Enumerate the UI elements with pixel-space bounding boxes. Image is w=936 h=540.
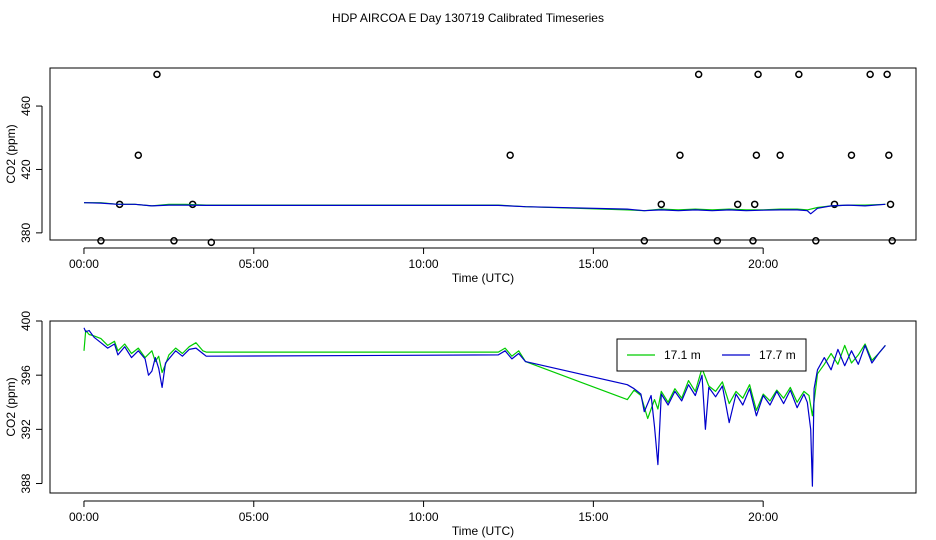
top-data-point (830, 200, 839, 209)
top-plot-frame (49, 67, 917, 241)
top-axes: 00:00 05:00 10:00 15:00 20:00 380 420 460 (19, 96, 779, 271)
top-data-point (97, 237, 105, 245)
top-data-point (713, 237, 722, 245)
top-y-axis-label: CO2 (ppm) (4, 124, 18, 183)
series-line-17-7-m (83, 327, 886, 487)
top-x-tick-label: 10:00 (409, 257, 439, 271)
top-data-point (750, 200, 759, 209)
top-data-point (754, 70, 762, 79)
top-data-point (776, 151, 784, 159)
top-data-point (153, 70, 161, 79)
top-data-point (886, 200, 895, 209)
bottom-plot-frame (49, 320, 917, 494)
top-data-point (134, 151, 143, 159)
top-y-tick-label: 380 (19, 223, 33, 243)
top-data-point (506, 151, 514, 159)
panel-top: 00:00 05:00 10:00 15:00 20:00 380 420 460 Time … (4, 67, 917, 285)
bottom-axes: 00:00 05:00 10:00 15:00 20:00 388 392 396 400 (19, 311, 779, 524)
bottom-x-tick-label: 20:00 (748, 510, 778, 524)
top-data-point (812, 237, 820, 245)
top-data-point (694, 70, 703, 79)
bottom-y-axis-label: CO2 (ppm) (4, 377, 18, 436)
top-data-point (888, 237, 896, 245)
top-data-point (885, 151, 893, 159)
top-data-point (676, 151, 684, 159)
top-plot-layer (83, 70, 896, 247)
top-data-point (657, 200, 666, 209)
top-data-point (866, 70, 874, 79)
bottom-x-axis-label: Time (UTC) (452, 524, 514, 538)
bottom-x-tick-label: 10:00 (409, 510, 439, 524)
top-data-point (749, 237, 757, 245)
top-series-line-2 (83, 202, 886, 215)
top-y-tick-label: 420 (19, 159, 33, 179)
top-data-point (733, 200, 742, 209)
top-x-tick-label: 15:00 (578, 257, 608, 271)
legend-label-17-7m: 17.7 m (759, 348, 796, 362)
bottom-y-tick-label: 396 (19, 365, 33, 385)
top-x-axis-label: Time (UTC) (452, 271, 514, 285)
series-line-17-1-m (83, 329, 886, 420)
top-data-point (752, 151, 761, 159)
top-y-tick-label: 460 (19, 96, 33, 116)
bottom-y-tick-label: 388 (19, 473, 33, 493)
bottom-y-tick-label: 392 (19, 419, 33, 439)
bottom-plot-layer (83, 327, 886, 487)
top-data-point (207, 238, 216, 247)
top-data-point (847, 151, 856, 159)
legend: 17.1 m 17.7 m (616, 338, 807, 372)
bottom-y-tick-label: 400 (19, 311, 33, 331)
bottom-x-tick-label: 00:00 (69, 510, 99, 524)
top-data-point (170, 237, 178, 245)
bottom-x-tick-label: 15:00 (578, 510, 608, 524)
legend-label-17-1m: 17.1 m (664, 348, 701, 362)
top-data-point (795, 70, 803, 79)
top-x-tick-label: 20:00 (748, 257, 778, 271)
panel-bottom: 00:00 05:00 10:00 15:00 20:00 388 392 396 400 Ti… (4, 311, 917, 538)
top-series-line-1 (84, 202, 886, 212)
top-data-point (640, 237, 649, 245)
bottom-x-tick-label: 05:00 (239, 510, 269, 524)
top-x-tick-label: 00:00 (69, 257, 99, 271)
top-x-tick-label: 05:00 (239, 257, 269, 271)
top-data-point (883, 70, 891, 79)
chart-title: HDP AIRCOA E Day 130719 Calibrated Times… (332, 11, 604, 25)
